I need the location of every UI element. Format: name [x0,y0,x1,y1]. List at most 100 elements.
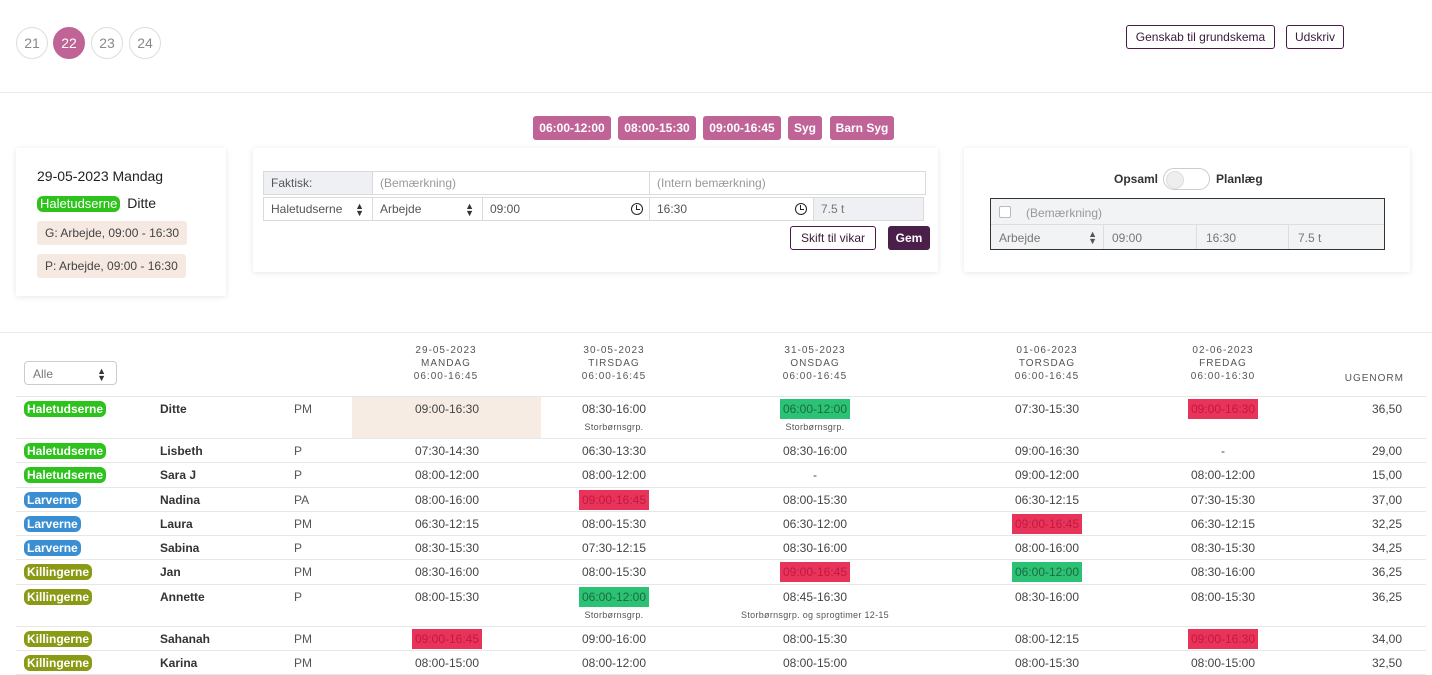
print-button[interactable]: Udskriv [1286,25,1344,49]
shift-cell[interactable]: 09:00-16:45 [544,490,684,510]
employee-name[interactable]: Nadina [160,493,201,507]
shift-cell[interactable]: 08:00-15:30 [1153,590,1293,604]
shift-cell[interactable]: 08:30-16:00 [977,590,1117,604]
shift-cell[interactable]: 08:30-16:00 [745,541,885,555]
row-divider [16,438,1426,439]
shift-cell[interactable]: 08:30-16:00 [1153,565,1293,579]
shift-cell[interactable]: 06:30-12:15 [1153,517,1293,531]
group-filter-select[interactable]: Alle ▲ ▼ [24,361,117,385]
employee-name[interactable]: Sara J [160,468,197,482]
shift-cell[interactable]: 08:00-12:00 [377,468,517,482]
shift-cell[interactable]: 08:00-15:30 [544,517,684,531]
group-select[interactable]: Haletudserne ▲ ▼ [263,197,373,221]
hours-readout: 7.5 t [813,197,924,221]
shift-cell[interactable]: 08:00-15:30 [544,565,684,579]
shift-cell[interactable]: 09:00-12:00 [977,468,1117,482]
plan-end: 16:30 [1206,231,1237,245]
shift-cell[interactable]: 06:30-13:30 [544,444,684,458]
shift-cell[interactable]: 09:00-16:45 [977,514,1117,534]
employee-role: PM [294,402,312,416]
start-time-value: 09:00 [490,202,521,216]
shift-cell[interactable]: 09:00-16:45 [745,562,885,582]
shift-cell[interactable]: 08:00-12:00 [544,468,684,482]
group-cell: Larverne [24,516,81,532]
type-select[interactable]: Arbejde ▲ ▼ [372,197,483,221]
shift-cell[interactable]: 07:30-14:30 [377,444,517,458]
shift-cell[interactable]: - [745,468,885,482]
shift-cell[interactable]: - [1153,444,1293,458]
employee-name[interactable]: Sabina [160,541,200,555]
plan-col-divider [1196,225,1197,249]
employee-name[interactable]: Karina [160,656,198,670]
week-23[interactable]: 23 [91,27,123,59]
week-24[interactable]: 24 [129,27,161,59]
shift-cell[interactable]: 08:00-16:00 [977,541,1117,555]
selected-cell[interactable] [352,397,541,438]
shift-cell[interactable]: 08:00-15:30 [745,632,885,646]
week-21[interactable]: 21 [16,27,48,59]
plan-remark-input[interactable]: (Bemærkning) [1026,206,1103,220]
employee-name[interactable]: Ditte [160,402,187,416]
shift-cell[interactable]: 08:00-12:00 [544,656,684,670]
shift-cell[interactable]: 08:00-12:15 [977,632,1117,646]
shift-cell[interactable]: 07:30-15:30 [1153,493,1293,507]
employee-name[interactable]: Laura [160,517,193,531]
shift-cell[interactable]: 08:00-15:30 [977,656,1117,670]
shift-cell[interactable]: 09:00-16:30 [1153,399,1293,419]
shift-cell[interactable]: 08:30-16:00 [544,402,684,416]
group-cell: Killingerne [24,655,93,671]
shift-cell[interactable]: 09:00-16:30 [1153,629,1293,649]
shift-cell[interactable]: 09:00-16:00 [544,632,684,646]
day-name: MANDAG [421,358,471,369]
shift-cell[interactable]: 09:00-16:30 [377,402,517,416]
shift-cell[interactable]: 08:30-15:30 [1153,541,1293,555]
reset-schedule-button[interactable]: Genskab til grundskema [1126,25,1275,49]
shift-cell[interactable]: 06:00-12:00 [745,399,885,419]
shift-cell[interactable]: 08:00-16:00 [377,493,517,507]
shift-cell[interactable]: 06:00-12:00 [977,562,1117,582]
shift-cell[interactable]: 08:00-12:00 [1153,468,1293,482]
plan-type-select[interactable]: Arbejde ▲ ▼ [999,230,1097,246]
employee-name[interactable]: Jan [160,565,181,579]
shift-cell[interactable]: 08:00-15:30 [377,590,517,604]
end-time-input[interactable]: 16:30 [649,197,814,221]
start-time-input[interactable]: 09:00 [482,197,650,221]
shift-cell[interactable]: 07:30-15:30 [977,402,1117,416]
shift-cell[interactable]: 08:30-15:30 [377,541,517,555]
quick-child-sick-button[interactable]: Barn Syg [830,116,894,140]
shift-time: 09:00-16:00 [581,632,647,646]
collect-plan-toggle[interactable] [1163,168,1210,190]
quick-shift-0900-1645[interactable]: 09:00-16:45 [703,116,781,140]
shift-cell[interactable]: 06:30-12:00 [745,517,885,531]
plan-checkbox[interactable] [999,206,1011,218]
quick-shift-0600-1200[interactable]: 06:00-12:00 [533,116,611,140]
internal-remark-input[interactable]: (Intern bemærkning) [649,171,926,195]
quick-sick-button[interactable]: Syg [788,116,822,140]
shift-cell[interactable]: 08:00-15:00 [745,656,885,670]
shift-cell[interactable]: 09:00-16:45 [377,629,517,649]
shift-cell[interactable]: 06:00-12:00 [544,587,684,607]
shift-cell[interactable]: 08:00-15:00 [377,656,517,670]
plan-row-divider [991,224,1384,225]
employee-name[interactable]: Lisbeth [160,444,203,458]
shift-cell[interactable]: 07:30-12:15 [544,541,684,555]
shift-cell[interactable]: 08:30-16:00 [745,444,885,458]
group-badge: Haletudserne [24,401,107,417]
shift-time: 09:00-16:45 [578,490,650,510]
shift-cell[interactable]: 08:30-16:00 [377,565,517,579]
employee-name[interactable]: Sahanah [160,632,211,646]
shift-cell[interactable]: 06:30-12:15 [377,517,517,531]
remark-input[interactable]: (Bemærkning) [372,171,650,195]
shift-cell[interactable]: 08:45-16:30 [745,590,885,604]
quick-shift-0800-1530[interactable]: 08:00-15:30 [618,116,696,140]
shift-cell[interactable]: 09:00-16:30 [977,444,1117,458]
employee-name[interactable]: Annette [160,590,205,604]
save-button[interactable]: Gem [888,226,930,250]
switch-to-substitute-button[interactable]: Skift til vikar [790,226,876,250]
group-badge: Killingerne [24,631,93,647]
shift-cell[interactable]: 06:30-12:15 [977,493,1117,507]
shift-cell[interactable]: 08:00-15:30 [745,493,885,507]
week-22[interactable]: 22 [53,27,85,59]
shift-cell[interactable]: 08:00-15:00 [1153,656,1293,670]
weekly-norm: 34,00 [1371,632,1402,646]
